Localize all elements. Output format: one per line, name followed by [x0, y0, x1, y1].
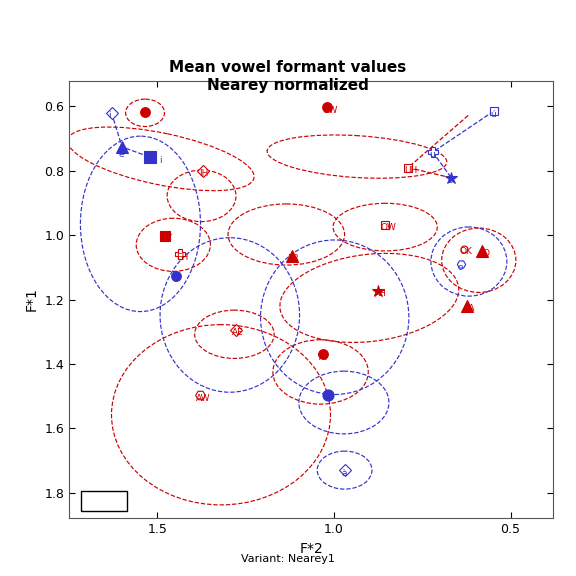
Text: a: a: [324, 394, 329, 403]
Text: e: e: [172, 275, 178, 284]
Text: AW: AW: [196, 393, 211, 403]
Text: EH: EH: [176, 253, 188, 262]
Y-axis label: F*1: F*1: [25, 287, 39, 312]
Text: IY: IY: [141, 110, 149, 119]
Text: Variant: Nearey1: Variant: Nearey1: [241, 554, 335, 563]
Bar: [81, 491, 127, 511]
Text: i: i: [108, 111, 111, 120]
Text: o: o: [457, 263, 463, 271]
Text: à: à: [341, 468, 347, 478]
Text: i: i: [159, 156, 162, 165]
Text: AH: AH: [374, 289, 386, 298]
Text: AY: AY: [319, 353, 330, 362]
Text: UH: UH: [404, 166, 417, 175]
Text: EY: EY: [161, 234, 172, 243]
Text: ó: ó: [448, 176, 453, 185]
Text: AO: AO: [478, 249, 491, 258]
Text: OW: OW: [381, 223, 397, 232]
Text: é: é: [119, 150, 124, 159]
Text: AA: AA: [463, 304, 475, 313]
Text: u: u: [429, 150, 435, 160]
Text: AE: AE: [232, 328, 243, 338]
Text: OK: OK: [460, 247, 472, 256]
X-axis label: F*2: F*2: [299, 542, 323, 556]
Text: UW: UW: [323, 106, 338, 115]
Text: ER: ER: [287, 255, 300, 263]
Text: IH: IH: [199, 169, 209, 178]
Text: Mean vowel formant values
Nearey normalized: Mean vowel formant values Nearey normali…: [169, 60, 407, 93]
Text: ú: ú: [490, 109, 496, 119]
